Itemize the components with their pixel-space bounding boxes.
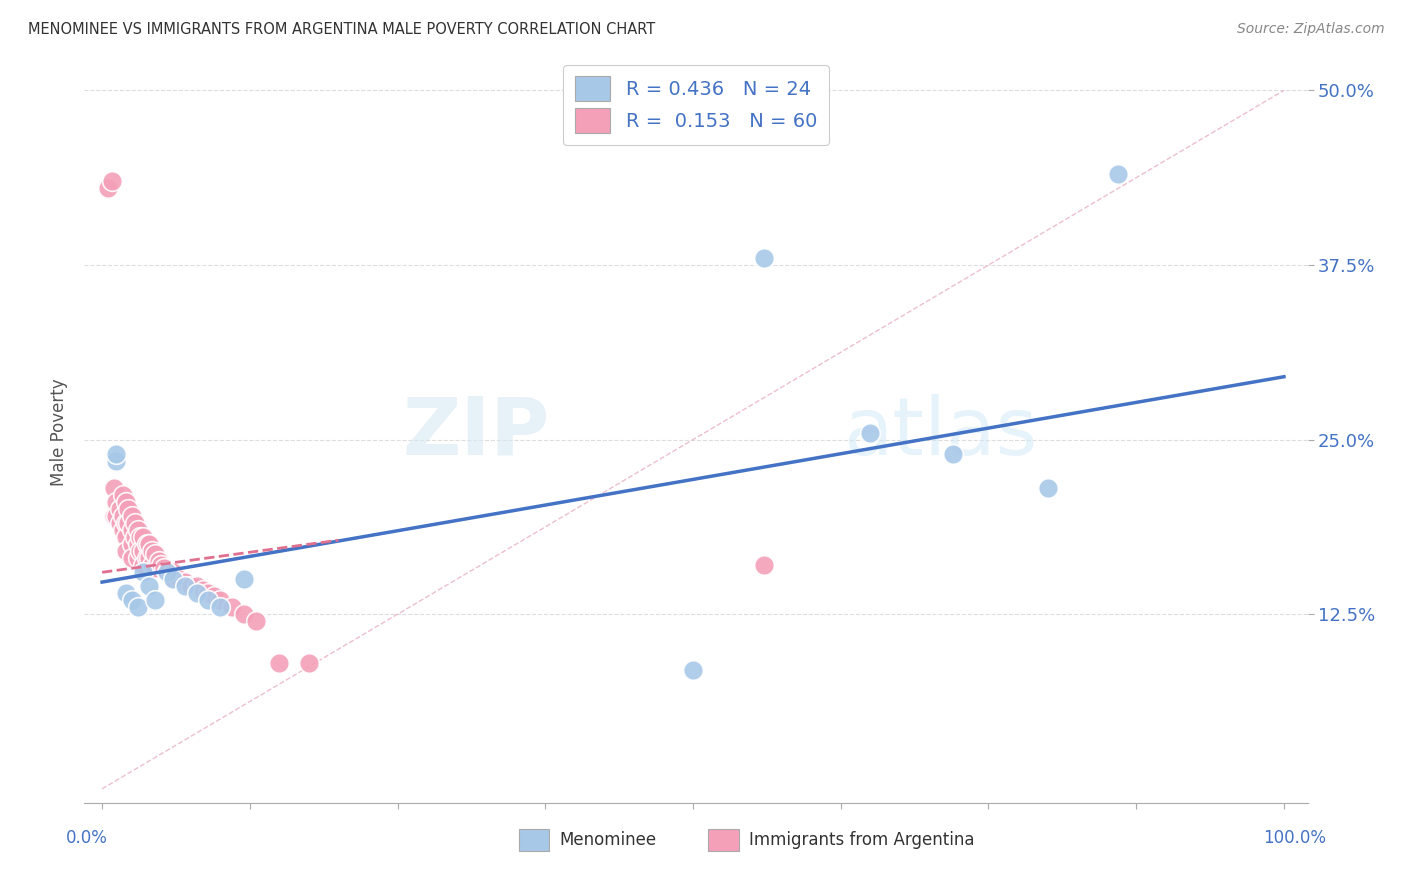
Point	[105, 453, 128, 467]
Text: ZIP: ZIP	[402, 393, 550, 472]
Point	[138, 579, 160, 593]
Point	[159, 569, 181, 583]
Point	[105, 509, 128, 524]
Point	[105, 495, 128, 509]
Point	[173, 579, 195, 593]
Point	[117, 516, 139, 531]
Point	[97, 181, 120, 195]
Point	[1036, 482, 1059, 496]
Text: 100.0%: 100.0%	[1263, 829, 1326, 847]
Text: Menominee: Menominee	[560, 830, 657, 849]
Point	[124, 516, 146, 531]
Point	[132, 566, 155, 580]
Point	[132, 530, 155, 544]
Point	[859, 425, 882, 440]
Point	[141, 558, 163, 573]
Point	[191, 583, 214, 598]
Point	[124, 530, 146, 544]
Point	[209, 593, 232, 607]
Point	[105, 446, 128, 460]
Point	[127, 524, 149, 538]
Point	[108, 516, 131, 531]
Text: Source: ZipAtlas.com: Source: ZipAtlas.com	[1237, 22, 1385, 37]
Point	[156, 566, 179, 580]
Point	[127, 551, 149, 566]
Point	[112, 509, 135, 524]
Point	[942, 446, 965, 460]
Point	[245, 614, 267, 628]
Point	[298, 656, 321, 670]
Point	[114, 530, 136, 544]
Point	[136, 551, 159, 566]
Point	[186, 579, 208, 593]
Point	[103, 509, 125, 524]
Point	[269, 656, 291, 670]
Point	[232, 572, 254, 586]
Point	[148, 554, 170, 568]
Text: Immigrants from Argentina: Immigrants from Argentina	[748, 830, 974, 849]
Point	[127, 600, 149, 615]
Point	[143, 561, 166, 575]
Point	[202, 589, 225, 603]
Point	[114, 495, 136, 509]
Point	[121, 551, 143, 566]
Point	[114, 516, 136, 531]
Point	[112, 524, 135, 538]
Point	[186, 586, 208, 600]
Point	[143, 547, 166, 561]
Point	[121, 537, 143, 551]
Point	[112, 488, 135, 502]
Bar	[519, 829, 550, 851]
Point	[114, 544, 136, 558]
Point	[232, 607, 254, 622]
Point	[752, 558, 775, 573]
Point	[100, 174, 122, 188]
Point	[162, 572, 184, 586]
Point	[121, 524, 143, 538]
Text: 0.0%: 0.0%	[66, 829, 108, 847]
Point	[152, 561, 174, 575]
Point	[103, 482, 125, 496]
Point	[197, 586, 219, 600]
Point	[114, 586, 136, 600]
Point	[1108, 167, 1130, 181]
Bar	[709, 829, 738, 851]
Point	[156, 566, 179, 580]
Point	[197, 593, 219, 607]
Point	[108, 502, 131, 516]
Point	[129, 530, 152, 544]
Point	[132, 544, 155, 558]
Point	[752, 251, 775, 265]
Point	[167, 572, 190, 586]
Point	[162, 566, 184, 580]
Point	[129, 544, 152, 558]
Point	[121, 509, 143, 524]
Point	[117, 502, 139, 516]
Point	[138, 551, 160, 566]
Y-axis label: Male Poverty: Male Poverty	[51, 379, 69, 486]
Point	[141, 544, 163, 558]
Point	[173, 575, 195, 590]
Text: MENOMINEE VS IMMIGRANTS FROM ARGENTINA MALE POVERTY CORRELATION CHART: MENOMINEE VS IMMIGRANTS FROM ARGENTINA M…	[28, 22, 655, 37]
Point	[143, 593, 166, 607]
Point	[682, 663, 704, 677]
Point	[180, 579, 202, 593]
Point	[132, 558, 155, 573]
Point	[221, 600, 243, 615]
Point	[209, 600, 232, 615]
Point	[150, 558, 173, 573]
Text: atlas: atlas	[842, 393, 1038, 472]
Legend: R = 0.436   N = 24, R =  0.153   N = 60: R = 0.436 N = 24, R = 0.153 N = 60	[564, 65, 828, 145]
Point	[138, 537, 160, 551]
Point	[136, 537, 159, 551]
Point	[127, 537, 149, 551]
Point	[121, 593, 143, 607]
